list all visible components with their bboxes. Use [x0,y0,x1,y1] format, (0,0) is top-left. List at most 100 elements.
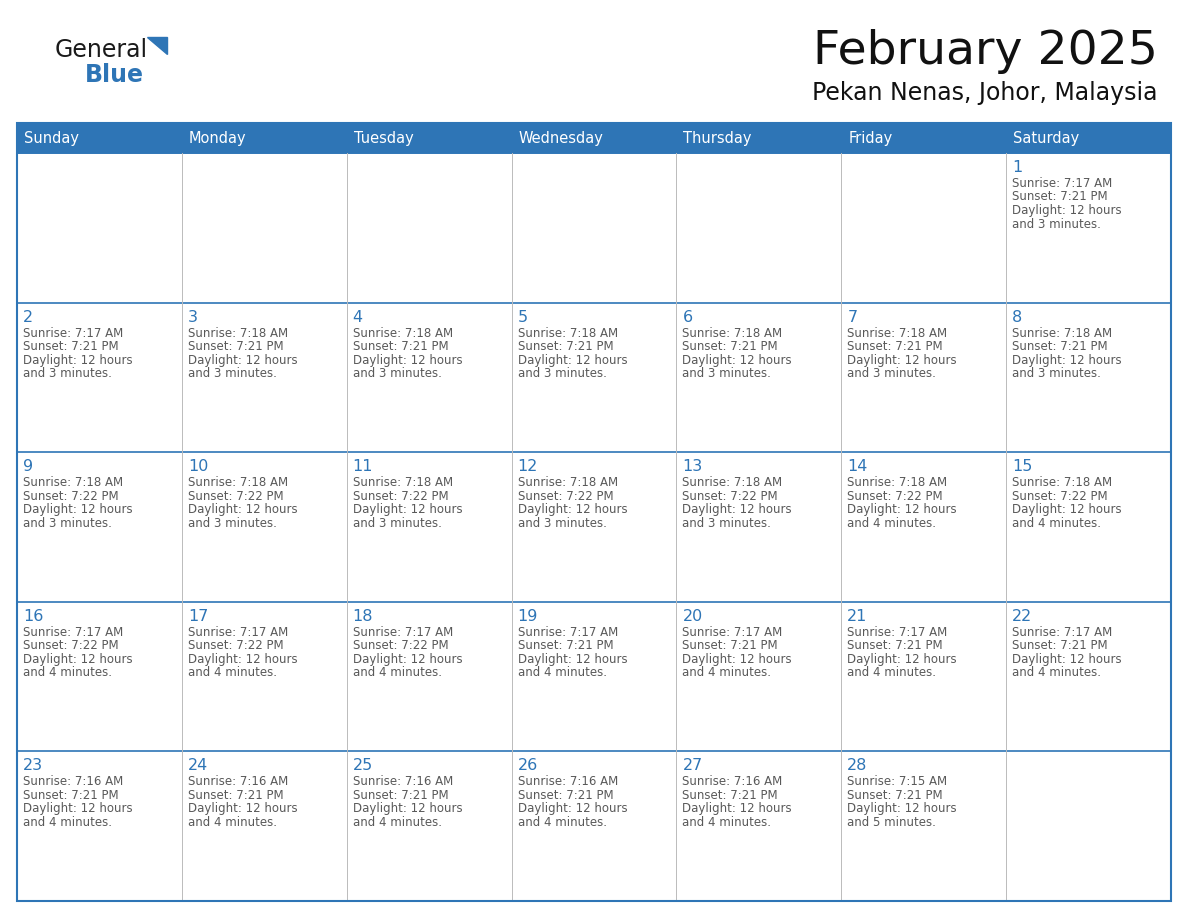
Text: and 4 minutes.: and 4 minutes. [1012,666,1101,679]
Text: and 4 minutes.: and 4 minutes. [847,517,936,530]
Text: and 3 minutes.: and 3 minutes. [188,517,277,530]
Bar [347,752,512,901]
Text: 10: 10 [188,459,208,475]
Text: and 4 minutes.: and 4 minutes. [353,816,442,829]
Text: Daylight: 12 hours: Daylight: 12 hours [23,653,133,666]
Text: Sunrise: 7:18 AM: Sunrise: 7:18 AM [518,327,618,340]
Text: Sunset: 7:22 PM: Sunset: 7:22 PM [847,489,943,503]
Bar [676,123,841,153]
Text: February 2025: February 2025 [813,29,1158,74]
Bar [182,303,347,453]
Text: Daylight: 12 hours: Daylight: 12 hours [1012,204,1121,217]
Text: 18: 18 [353,609,373,624]
Text: Sunrise: 7:16 AM: Sunrise: 7:16 AM [188,776,289,789]
Text: Sunrise: 7:18 AM: Sunrise: 7:18 AM [353,327,453,340]
Polygon shape [147,37,168,54]
Bar [676,752,841,901]
Text: Sunrise: 7:17 AM: Sunrise: 7:17 AM [1012,177,1112,190]
Bar [347,602,512,752]
Text: Sunrise: 7:18 AM: Sunrise: 7:18 AM [188,327,287,340]
Text: Blue: Blue [86,63,144,87]
Text: Sunset: 7:21 PM: Sunset: 7:21 PM [518,789,613,802]
Text: 24: 24 [188,758,208,773]
Text: Sunrise: 7:18 AM: Sunrise: 7:18 AM [1012,327,1112,340]
Text: 7: 7 [847,309,858,325]
Text: Daylight: 12 hours: Daylight: 12 hours [682,503,792,516]
Text: 16: 16 [23,609,44,624]
Bar [347,303,512,453]
Bar [841,752,1006,901]
Text: and 4 minutes.: and 4 minutes. [1012,517,1101,530]
Text: Monday: Monday [189,130,246,145]
Bar [512,453,676,602]
Text: 21: 21 [847,609,867,624]
Text: and 3 minutes.: and 3 minutes. [847,367,936,380]
Bar [512,123,676,153]
Text: and 3 minutes.: and 3 minutes. [682,367,771,380]
Text: Sunset: 7:21 PM: Sunset: 7:21 PM [682,789,778,802]
Text: Sunset: 7:21 PM: Sunset: 7:21 PM [23,789,119,802]
Bar [841,303,1006,453]
Text: Sunset: 7:21 PM: Sunset: 7:21 PM [1012,340,1107,353]
Bar [512,153,676,303]
Text: Sunset: 7:21 PM: Sunset: 7:21 PM [847,789,943,802]
Text: 19: 19 [518,609,538,624]
Text: Wednesday: Wednesday [519,130,604,145]
Text: Sunset: 7:21 PM: Sunset: 7:21 PM [682,340,778,353]
Text: and 3 minutes.: and 3 minutes. [518,367,606,380]
Text: and 4 minutes.: and 4 minutes. [847,666,936,679]
Bar [841,453,1006,602]
Bar [17,453,182,602]
Text: Sunset: 7:22 PM: Sunset: 7:22 PM [1012,489,1107,503]
Text: Sunrise: 7:17 AM: Sunrise: 7:17 AM [23,327,124,340]
Text: Daylight: 12 hours: Daylight: 12 hours [1012,653,1121,666]
Text: 20: 20 [682,609,702,624]
Text: Sunrise: 7:18 AM: Sunrise: 7:18 AM [1012,476,1112,489]
Text: Sunrise: 7:18 AM: Sunrise: 7:18 AM [682,476,783,489]
Text: Daylight: 12 hours: Daylight: 12 hours [518,653,627,666]
Text: Sunset: 7:22 PM: Sunset: 7:22 PM [23,639,119,653]
Text: Sunset: 7:21 PM: Sunset: 7:21 PM [1012,639,1107,653]
Text: and 3 minutes.: and 3 minutes. [1012,367,1101,380]
Text: and 3 minutes.: and 3 minutes. [1012,218,1101,230]
Text: Sunset: 7:22 PM: Sunset: 7:22 PM [353,489,448,503]
Text: 15: 15 [1012,459,1032,475]
Text: Daylight: 12 hours: Daylight: 12 hours [188,802,297,815]
Text: Daylight: 12 hours: Daylight: 12 hours [847,653,956,666]
Text: 12: 12 [518,459,538,475]
Bar [1006,602,1171,752]
Text: Sunset: 7:21 PM: Sunset: 7:21 PM [518,340,613,353]
Text: 11: 11 [353,459,373,475]
Text: Sunrise: 7:16 AM: Sunrise: 7:16 AM [23,776,124,789]
Text: Sunset: 7:21 PM: Sunset: 7:21 PM [847,340,943,353]
Text: and 4 minutes.: and 4 minutes. [518,816,607,829]
Text: and 5 minutes.: and 5 minutes. [847,816,936,829]
Bar [676,602,841,752]
Text: Daylight: 12 hours: Daylight: 12 hours [188,503,297,516]
Bar [17,123,1171,153]
Bar [512,303,676,453]
Bar [347,123,512,153]
Text: 26: 26 [518,758,538,773]
Text: Sunset: 7:22 PM: Sunset: 7:22 PM [23,489,119,503]
Text: and 3 minutes.: and 3 minutes. [682,517,771,530]
Text: Sunrise: 7:18 AM: Sunrise: 7:18 AM [847,476,947,489]
Text: and 4 minutes.: and 4 minutes. [188,666,277,679]
Text: Daylight: 12 hours: Daylight: 12 hours [682,353,792,366]
Bar [182,153,347,303]
Text: 13: 13 [682,459,702,475]
Text: Daylight: 12 hours: Daylight: 12 hours [353,802,462,815]
Text: Daylight: 12 hours: Daylight: 12 hours [847,802,956,815]
Text: Sunset: 7:21 PM: Sunset: 7:21 PM [847,639,943,653]
Text: 8: 8 [1012,309,1023,325]
Text: Pekan Nenas, Johor, Malaysia: Pekan Nenas, Johor, Malaysia [813,81,1158,105]
Text: and 4 minutes.: and 4 minutes. [23,666,112,679]
Text: Sunset: 7:21 PM: Sunset: 7:21 PM [353,340,448,353]
Text: Daylight: 12 hours: Daylight: 12 hours [518,503,627,516]
Bar [676,453,841,602]
Text: Daylight: 12 hours: Daylight: 12 hours [847,353,956,366]
Bar [841,123,1006,153]
Text: Sunset: 7:21 PM: Sunset: 7:21 PM [682,639,778,653]
Text: Sunset: 7:21 PM: Sunset: 7:21 PM [188,789,284,802]
Bar [17,123,1171,901]
